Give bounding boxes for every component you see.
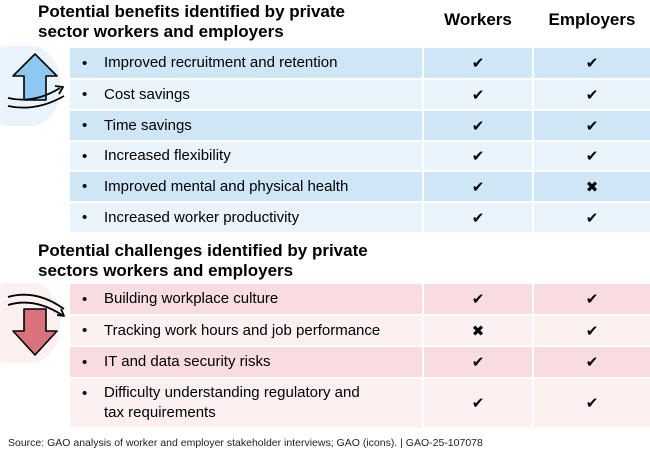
table-row: • IT and data security risks ✔ ✔ [70,347,650,377]
benefit-label: Improved mental and physical health [104,177,349,195]
benefit-label: Cost savings [104,85,190,103]
check-icon: ✔ [585,321,599,340]
check-icon: ✔ [471,208,485,227]
check-icon: ✔ [585,147,599,165]
challenge-label: Building workplace culture [104,290,279,307]
check-icon: ✔ [471,353,485,371]
x-icon: ✖ [585,177,599,196]
bullet: • [82,209,88,226]
table-row: • Increased flexibility ✔ ✔ [70,142,650,170]
challenge-label: Difficulty understanding regulatory and … [104,384,360,421]
check-icon: ✔ [585,85,599,104]
benefit-label: Increased worker productivity [104,208,300,226]
challenges-title: Potential challenges identified by priva… [38,241,368,280]
benefit-label: Increased flexibility [104,147,231,164]
bullet: • [82,384,88,402]
benefit-label: Time savings [104,116,192,134]
check-icon: ✔ [585,353,599,371]
bullet: • [82,54,88,72]
challenge-label: Tracking work hours and job performance [104,321,381,339]
bullet: • [82,353,88,371]
table-row: • Increased worker productivity ✔ ✔ [70,203,650,232]
bullet: • [82,290,88,308]
bullet: • [82,147,88,165]
bullet: • [82,86,88,103]
up-arrow-icon [0,42,75,130]
check-icon: ✔ [471,147,485,165]
check-icon: ✔ [471,85,485,104]
check-icon: ✔ [585,394,599,412]
table-row: • Tracking work hours and job performanc… [70,316,650,345]
check-icon: ✔ [585,54,599,72]
check-icon: ✔ [471,394,485,412]
table-row: • Time savings ✔ ✔ [70,111,650,140]
table-row: • Cost savings ✔ ✔ [70,80,650,109]
check-icon: ✔ [585,208,599,227]
workers-column-header: Workers [444,10,512,29]
benefit-label: Improved recruitment and retention [104,54,338,71]
table-row: • Building workplace culture ✔ ✔ [70,284,650,314]
check-icon: ✔ [471,177,485,196]
benefits-title: Potential benefits identified by private… [38,2,345,41]
check-icon: ✔ [585,290,599,308]
bullet: • [82,178,88,195]
check-icon: ✔ [471,116,485,135]
down-arrow-icon [0,279,75,367]
x-icon: ✖ [471,321,485,340]
source-note: Source: GAO analysis of worker and emplo… [8,437,483,449]
employers-column-header: Employers [548,10,636,29]
check-icon: ✔ [471,290,485,308]
challenge-label: IT and data security risks [104,353,271,370]
check-icon: ✔ [585,116,599,135]
bullet: • [82,117,88,134]
bullet: • [82,322,88,339]
table-row: • Improved recruitment and retention ✔ ✔ [70,48,650,78]
table-row: • Difficulty understanding regulatory an… [70,379,650,427]
table-row: • Improved mental and physical health ✔ … [70,172,650,201]
check-icon: ✔ [471,54,485,72]
